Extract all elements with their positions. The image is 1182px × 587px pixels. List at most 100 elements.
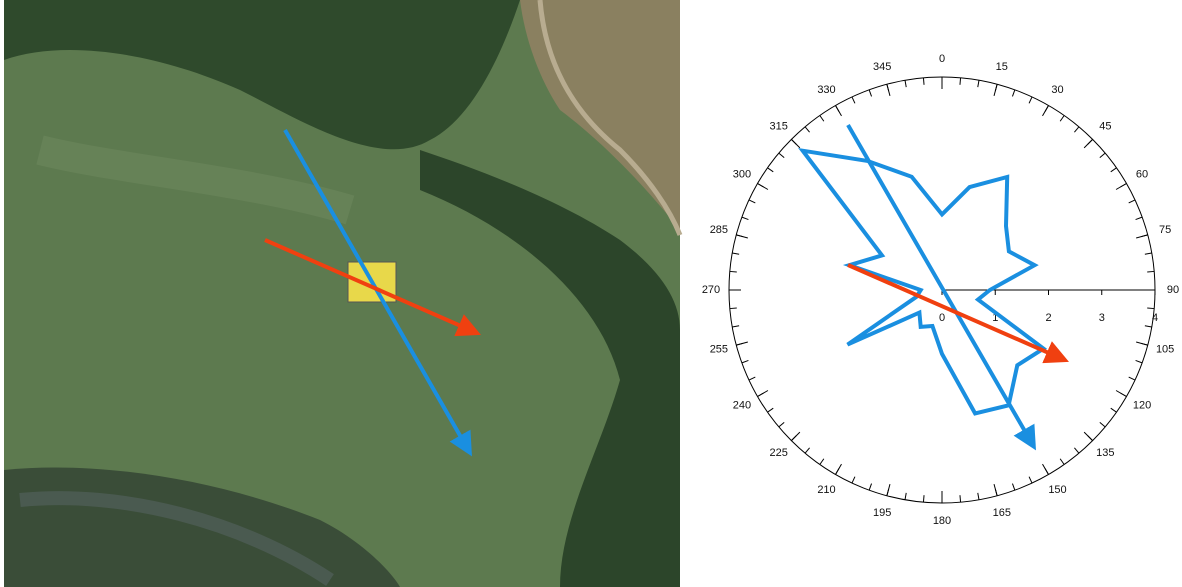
angle-tick	[887, 84, 890, 96]
minor-tick	[732, 326, 739, 327]
minor-tick	[905, 80, 906, 87]
minor-tick	[768, 408, 774, 412]
minor-tick	[779, 422, 784, 426]
radial-tick-label: 2	[1045, 312, 1051, 324]
page: {"chart_data": {"type": "rose", "x": [0,…	[0, 0, 1182, 587]
angle-tick	[791, 139, 799, 147]
minor-tick	[869, 90, 871, 97]
angle-tick	[1116, 391, 1126, 397]
angle-tick	[1136, 342, 1148, 345]
minor-tick	[749, 200, 755, 203]
minor-tick	[1029, 477, 1032, 483]
rose-diagram: 0153045607590105120135150165180195210225…	[702, 53, 1179, 527]
minor-tick	[749, 377, 755, 380]
angle-tick	[994, 84, 997, 96]
angle-tick-label: 270	[702, 284, 720, 296]
angle-tick-label: 15	[996, 61, 1008, 73]
minor-tick	[960, 495, 961, 502]
angle-tick-label: 135	[1096, 447, 1114, 459]
minor-tick	[978, 493, 979, 500]
minor-tick	[923, 495, 924, 502]
aerial-map	[4, 0, 680, 587]
angle-tick-label: 315	[769, 121, 787, 133]
minor-tick	[1129, 377, 1135, 380]
angle-tick-label: 225	[769, 447, 787, 459]
minor-tick	[779, 153, 784, 157]
minor-tick	[923, 78, 924, 85]
minor-tick	[960, 78, 961, 85]
minor-tick	[1060, 459, 1064, 465]
radial-tick-label: 4	[1152, 312, 1158, 324]
minor-tick	[1012, 90, 1014, 97]
minor-tick	[852, 97, 855, 103]
minor-tick	[1074, 448, 1078, 453]
angle-tick	[758, 391, 768, 397]
angle-tick-label: 105	[1156, 344, 1174, 356]
angle-tick	[736, 235, 748, 238]
minor-tick	[1129, 200, 1135, 203]
minor-tick	[1100, 153, 1105, 157]
angle-tick	[1116, 184, 1126, 190]
angle-tick-label: 210	[817, 484, 835, 496]
figure: 0153045607590105120135150165180195210225…	[0, 0, 1182, 587]
minor-tick	[1100, 422, 1105, 426]
angle-tick-label: 240	[733, 399, 751, 411]
angle-tick	[887, 484, 890, 496]
minor-tick	[732, 253, 739, 254]
minor-tick	[1145, 253, 1152, 254]
minor-tick	[768, 168, 774, 172]
angle-tick	[736, 342, 748, 345]
minor-tick	[1060, 116, 1064, 122]
minor-tick	[1136, 217, 1143, 219]
minor-tick	[730, 308, 737, 309]
minor-tick	[805, 127, 809, 132]
minor-tick	[869, 484, 871, 491]
minor-tick	[1147, 308, 1154, 309]
angle-tick	[1136, 235, 1148, 238]
angle-tick-label: 180	[933, 515, 951, 527]
angle-tick	[758, 184, 768, 190]
minor-tick	[1012, 484, 1014, 491]
minor-tick	[820, 116, 824, 122]
angle-tick-label: 345	[873, 61, 891, 73]
minor-tick	[978, 80, 979, 87]
angle-tick	[791, 432, 799, 440]
angle-tick	[836, 106, 842, 116]
minor-tick	[1111, 168, 1117, 172]
angle-tick-label: 60	[1136, 168, 1148, 180]
angle-tick-label: 255	[710, 344, 728, 356]
angle-tick-label: 300	[733, 168, 751, 180]
minor-tick	[852, 477, 855, 483]
angle-tick-label: 330	[817, 84, 835, 96]
angle-tick-label: 90	[1167, 284, 1179, 296]
angle-tick-label: 120	[1133, 399, 1151, 411]
radial-tick-label: 0	[939, 312, 945, 324]
mean-arrow	[848, 265, 1058, 357]
minor-tick	[820, 459, 824, 465]
angle-tick	[1084, 432, 1092, 440]
radial-tick-label: 3	[1099, 312, 1105, 324]
minor-tick	[742, 217, 749, 219]
angle-tick-label: 0	[939, 53, 945, 65]
minor-tick	[1074, 127, 1078, 132]
minor-tick	[1029, 97, 1032, 103]
angle-tick-label: 195	[873, 507, 891, 519]
minor-tick	[1111, 408, 1117, 412]
angle-tick-label: 165	[993, 507, 1011, 519]
minor-tick	[742, 360, 749, 362]
angle-tick-label: 45	[1099, 121, 1111, 133]
angle-tick	[1043, 464, 1049, 474]
angle-tick	[836, 464, 842, 474]
minor-tick	[905, 493, 906, 500]
minor-tick	[805, 448, 809, 453]
angle-tick-label: 285	[710, 224, 728, 236]
angle-tick-label: 30	[1051, 84, 1063, 96]
angle-tick	[1084, 139, 1092, 147]
angle-tick-label: 150	[1048, 484, 1066, 496]
minor-tick	[1136, 360, 1143, 362]
angle-tick	[1043, 106, 1049, 116]
rose-outline	[803, 151, 1044, 414]
angle-tick	[994, 484, 997, 496]
minor-tick	[730, 271, 737, 272]
angle-tick-label: 75	[1159, 224, 1171, 236]
